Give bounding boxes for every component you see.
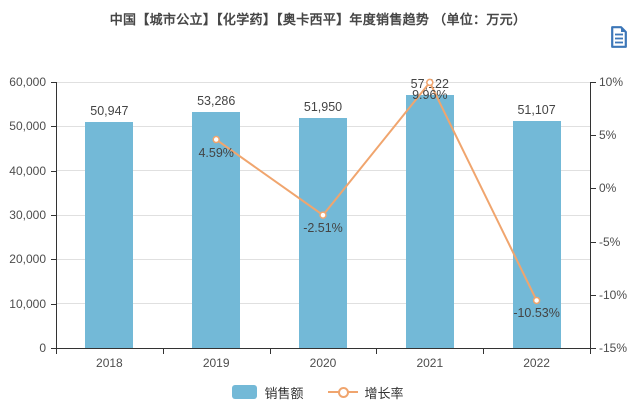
x-axis-tick	[483, 349, 485, 354]
bar-value-label: 51,950	[303, 99, 343, 114]
x-axis-label: 2019	[202, 356, 230, 370]
y-axis-left-label: 60,000	[9, 75, 46, 89]
bar[interactable]	[85, 122, 134, 348]
growth-value-label: 4.59%	[198, 145, 234, 160]
y-axis-left-tick	[51, 82, 56, 83]
legend-line-point	[337, 387, 349, 398]
y-axis-left-tick	[51, 303, 56, 305]
y-axis-right-tick	[591, 135, 596, 137]
growth-line-point[interactable]	[426, 78, 434, 87]
legend: 销售额 增长率	[0, 382, 636, 402]
y-axis-left-tick	[51, 170, 56, 172]
y-axis-right-label: -10%	[599, 287, 628, 302]
y-axis-right-label: -5%	[599, 234, 621, 249]
x-axis-label: 2020	[309, 356, 337, 370]
x-axis-label: 2018	[96, 356, 123, 370]
bar-value-label: 50,947	[90, 104, 129, 119]
y-axis-right-label: -15%	[599, 341, 628, 355]
growth-value-label: -10.53%	[513, 306, 560, 321]
x-axis-tick	[162, 349, 164, 354]
y-axis-right-label: 0%	[599, 181, 617, 196]
growth-value-label: -2.51%	[303, 221, 343, 236]
growth-line-point[interactable]	[532, 296, 541, 305]
y-axis-left-tick	[51, 215, 56, 216]
x-axis-tick	[56, 349, 57, 354]
y-axis-right-tick	[591, 294, 596, 296]
data-view-icon-svg	[611, 26, 627, 48]
bar[interactable]	[405, 94, 454, 348]
x-axis-tick	[590, 349, 591, 354]
x-axis-label: 2022	[523, 356, 550, 370]
y-axis-right-label: 10%	[599, 75, 624, 89]
y-axis-right-tick	[591, 188, 596, 190]
y-axis-left-label: 20,000	[9, 252, 46, 267]
y-axis-left-tick	[51, 126, 56, 128]
growth-value-label: 9.96%	[412, 88, 448, 103]
y-axis-left-tick	[51, 259, 56, 261]
gridline	[56, 81, 590, 83]
y-axis-left-label: 10,000	[9, 296, 46, 311]
y-axis-right-tick	[591, 348, 596, 349]
growth-line	[215, 80, 538, 301]
x-axis-tick	[376, 349, 378, 354]
y-axis-left-tick	[51, 348, 56, 349]
y-axis-left-label: 30,000	[9, 208, 46, 222]
legend-label-growth: 增长率	[364, 385, 404, 401]
y-axis-left-line	[56, 82, 57, 348]
y-axis-left-label: 0	[39, 341, 46, 355]
y-axis-right-label: 5%	[599, 128, 617, 143]
legend-label-sales: 销售额	[264, 385, 304, 401]
growth-line-point[interactable]	[319, 211, 327, 219]
y-axis-left-label: 50,000	[9, 119, 46, 134]
legend-item-growth[interactable]: 增长率	[327, 383, 404, 402]
y-axis-right-line	[590, 82, 591, 348]
legend-bar-swatch	[232, 385, 258, 399]
bar-value-label: 51,107	[517, 103, 556, 118]
chart-title: 中国【城市公立】【化学药】【奥卡西平】年度销售趋势 （单位：万元）	[109, 12, 527, 27]
y-axis-right-tick	[591, 241, 596, 243]
y-axis-right-tick	[591, 82, 596, 83]
y-axis-left-label: 40,000	[9, 163, 46, 178]
data-view-icon[interactable]	[610, 26, 628, 48]
x-axis-label: 2021	[416, 356, 444, 370]
bar-value-label: 53,286	[197, 93, 236, 108]
x-axis-tick	[269, 349, 271, 354]
legend-line-symbol	[327, 385, 358, 399]
legend-item-sales[interactable]: 销售额	[232, 383, 304, 402]
x-axis-line	[56, 348, 591, 349]
growth-line-point[interactable]	[212, 135, 220, 144]
